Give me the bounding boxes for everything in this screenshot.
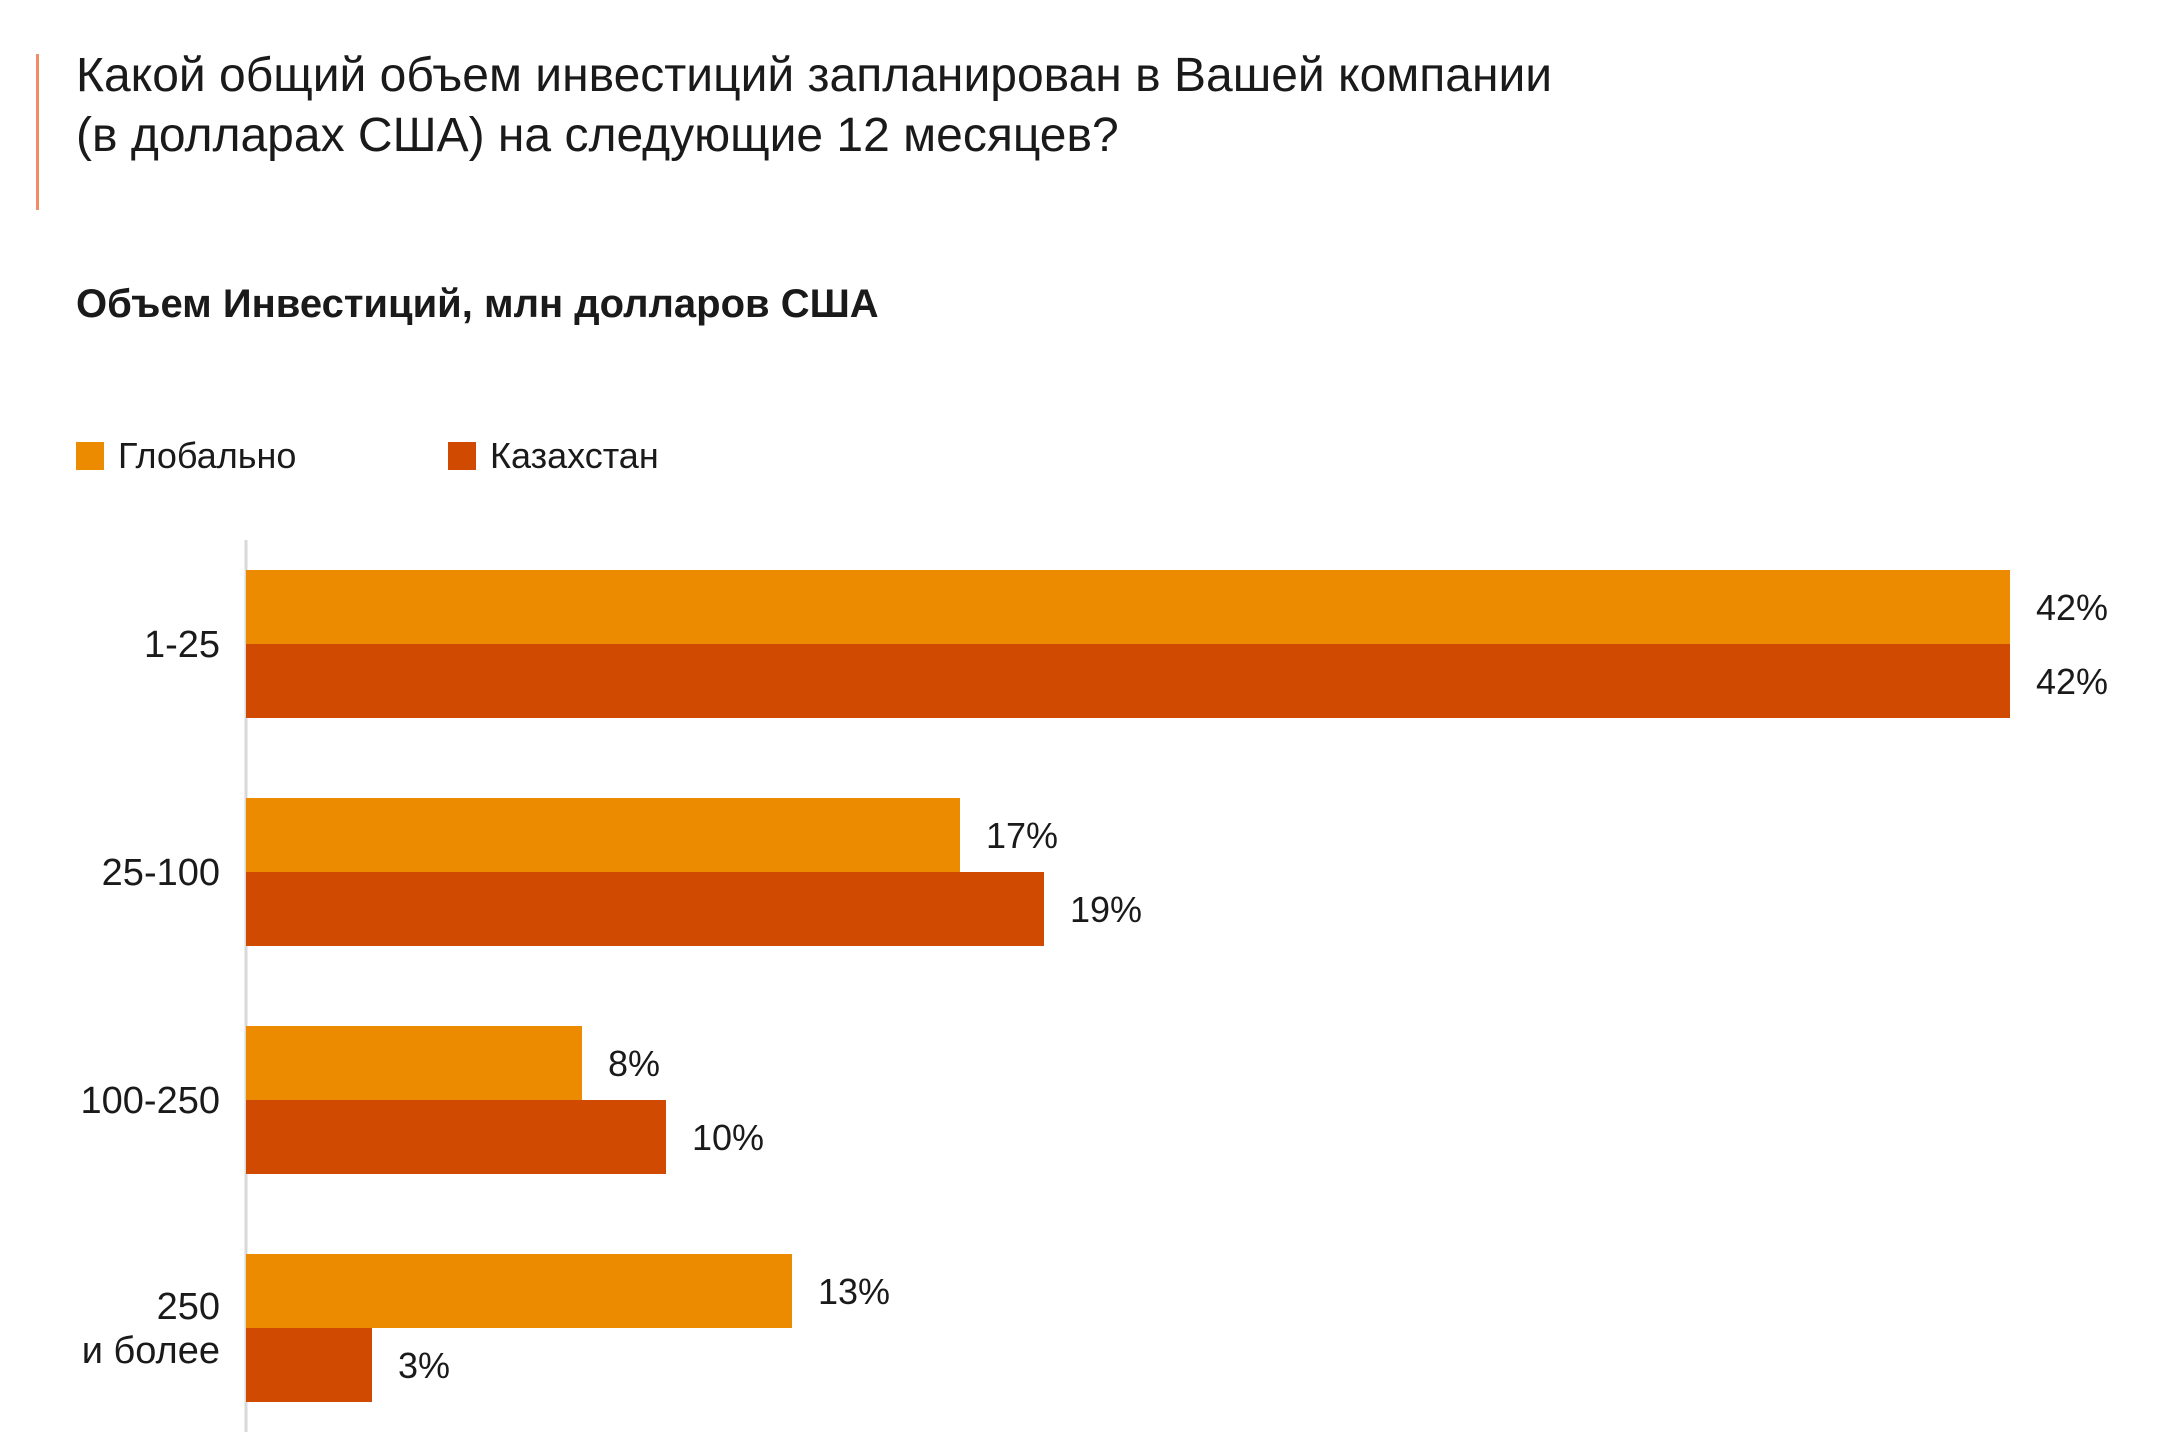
legend-label-global: Глобально xyxy=(118,435,297,476)
bar-kazakhstan-3 xyxy=(246,1328,372,1402)
bar-kazakhstan-0 xyxy=(246,644,2010,718)
category-label-0: 1-25 xyxy=(144,624,220,666)
data-label-kazakhstan-0: 42% xyxy=(2036,661,2108,702)
category-label-3-line-0: 250 xyxy=(157,1286,220,1328)
data-label-global-3: 13% xyxy=(818,1271,890,1312)
chart-title: Объем Инвестиций, млн долларов США xyxy=(76,282,879,326)
accent-line xyxy=(36,54,39,210)
category-label-2: 100-250 xyxy=(81,1080,220,1122)
bar-kazakhstan-2 xyxy=(246,1100,666,1174)
question-line-2: (в долларах США) на следующие 12 месяцев… xyxy=(76,109,1119,162)
category-label-1: 25-100 xyxy=(102,852,220,894)
data-label-kazakhstan-3: 3% xyxy=(398,1345,450,1386)
bar-global-0 xyxy=(246,570,2010,644)
legend-swatch-global xyxy=(76,442,104,470)
data-label-kazakhstan-1: 19% xyxy=(1070,889,1142,930)
bar-global-1 xyxy=(246,798,960,872)
bar-global-3 xyxy=(246,1254,792,1328)
question-line-1: Какой общий объем инвестиций запланирова… xyxy=(76,49,1553,102)
legend-swatch-kazakhstan xyxy=(448,442,476,470)
data-label-global-2: 8% xyxy=(608,1043,660,1084)
category-label-3-line-1: и более xyxy=(82,1330,220,1372)
bar-kazakhstan-1 xyxy=(246,872,1044,946)
legend-label-kazakhstan: Казахстан xyxy=(490,435,659,476)
data-label-global-1: 17% xyxy=(986,815,1058,856)
bar-global-2 xyxy=(246,1026,582,1100)
data-label-kazakhstan-2: 10% xyxy=(692,1117,764,1158)
data-label-global-0: 42% xyxy=(2036,587,2108,628)
question-title: Какой общий объем инвестиций запланирова… xyxy=(76,46,1976,166)
